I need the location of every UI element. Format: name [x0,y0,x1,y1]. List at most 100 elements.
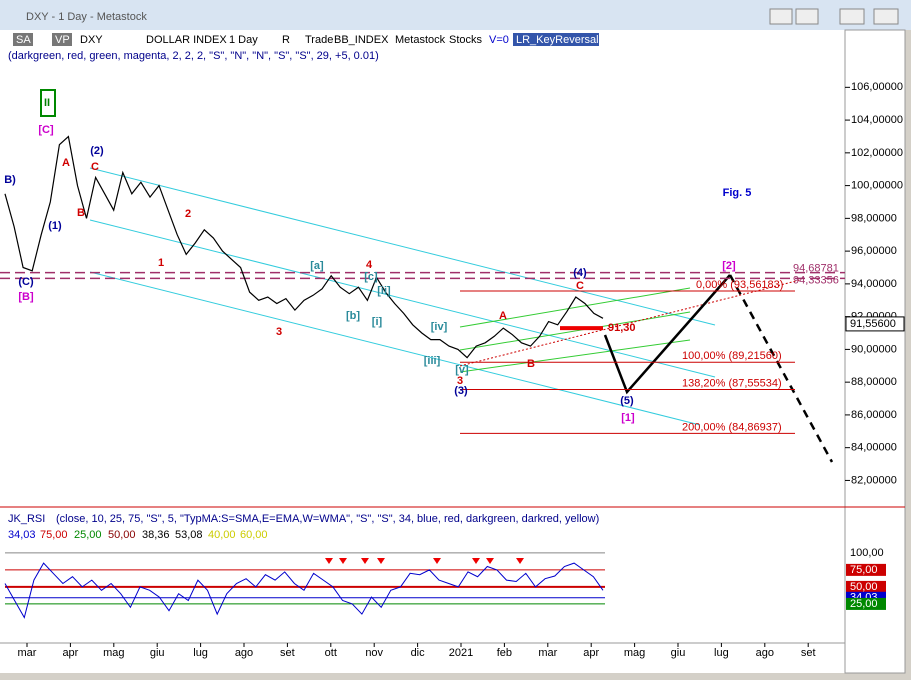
x-tick-label: feb [497,647,512,659]
rsi-title: JK_RSI [8,513,45,525]
wave-label: A [62,157,70,169]
price-line [4,135,604,359]
tool-label: Metastock [395,34,446,46]
wave-label: [iii] [424,355,441,367]
window-buttons[interactable] [769,8,899,25]
wave-label: [1] [621,412,635,424]
rsi-tick-label: 75,00 [850,564,878,576]
fib-label: 200,00% (84,86937) [682,421,782,433]
wave-label: C [91,161,99,173]
x-tick-label: giu [150,647,165,659]
rsi-params: (close, 10, 25, 75, "S", 5, "TypMA:S=SMA… [56,513,599,525]
wave-label: (2) [90,145,104,157]
btn[interactable] [795,8,819,25]
wave-label: [b] [346,310,360,322]
fib-label: 138,20% (87,55534) [682,377,782,389]
x-tick-label: lug [714,647,729,659]
y-tick-label: 88,00000 [851,376,897,388]
x-tick-label: mag [624,647,645,659]
wave-label: (4) [573,267,587,279]
tool-label: VP [55,34,70,46]
rsi-readout: 34,03 [8,529,36,541]
x-tick-label: 2021 [449,647,473,659]
wave-label: 3 [457,375,463,387]
signal-arrow [486,558,494,564]
y-tick-label: 106,00000 [851,81,903,93]
x-tick-label: nov [365,647,383,659]
signal-arrow [325,558,333,564]
rsi-readout: 25,00 [74,529,102,541]
wave-label: B [77,207,85,219]
y-tick-label: 104,00000 [851,114,903,126]
signal-arrow [472,558,480,564]
y-tick-label: 84,00000 [851,442,897,454]
tool-label: DOLLAR INDEX [146,34,227,46]
tool-button[interactable] [513,33,599,46]
wave-label: II [44,97,50,109]
signal-arrow [516,558,524,564]
wave-label: [B] [18,291,34,303]
rsi-tick-label: 50,00 [850,581,878,593]
y-tick-label: 100,00000 [851,180,903,192]
y-tick-label: 102,00000 [851,147,903,159]
toolbar: SA VP DXY DOLLAR INDEX 1 Day R Trade BB_INDEX Me… [13,33,599,46]
wave-label: [ii] [377,285,391,297]
tool-label: V=0 [489,34,509,46]
x-tick-label: mar [538,647,557,659]
wave-label: 3 [276,326,282,338]
params: (darkgreen, red, green, magenta, 2, 2, 2… [8,50,379,62]
wave-label: [v] [455,364,469,376]
y-tick-label: 90,00000 [851,343,897,355]
rsi-tag [846,563,886,576]
wave-label: 4 [366,259,373,271]
tool-label: SA [16,34,31,46]
rsi-readout: 60,00 [240,529,268,541]
y-tick-label: 98,00000 [851,212,897,224]
last-price: 91,55600 [850,318,896,330]
support-label: 91,30 [608,322,636,334]
fib-label: 100,00% (89,21560) [682,350,782,362]
wave-label: B [527,358,535,370]
wave-label: (C) [18,276,34,288]
window-title: DXY - 1 Day - Metastock [26,11,147,23]
wave-label: A [499,310,507,322]
y-tick-label: 94,00000 [851,278,897,290]
tool-label: 1 Day [229,34,258,46]
wave-label: 2 [185,208,191,220]
btn[interactable] [769,8,793,25]
level-label: 94,68781 [793,263,839,275]
signal-arrow [433,558,441,564]
rsi-tag [846,597,886,610]
tool-label: R [282,34,290,46]
rsi-readout: 50,00 [108,529,136,541]
rsi-readout: 40,00 [208,529,236,541]
signal-arrow [361,558,369,564]
btn[interactable] [873,8,899,25]
x-tick-label: set [280,647,295,659]
wave-label: (5) [620,395,634,407]
wave-label: [i] [372,316,383,328]
rsi-readout: 38,36 [142,529,170,541]
wave-label: 1 [158,257,164,269]
tool-label: LR_KeyReversal [516,34,599,46]
tool-button[interactable] [13,33,33,46]
rsi-readout: 53,08 [175,529,203,541]
title-bar [0,0,911,30]
y-tick-label: 82,00000 [851,474,897,486]
wave-label: C [576,280,584,292]
tool-label: BB_INDEX [334,34,389,46]
channels [40,89,834,463]
btn[interactable] [839,8,865,25]
tool-label: DXY [80,34,103,46]
y-tick-label: 86,00000 [851,409,897,421]
x-tick-label: dic [411,647,426,659]
tool-label: Stocks [449,34,483,46]
tool-button[interactable] [52,33,72,46]
signal-arrow [339,558,347,564]
x-tick-label: lug [193,647,208,659]
y-tick-label: 96,00000 [851,245,897,257]
x-tick-label: ott [325,647,337,659]
signal-arrow [377,558,385,564]
wave-label: (1) [48,220,62,232]
